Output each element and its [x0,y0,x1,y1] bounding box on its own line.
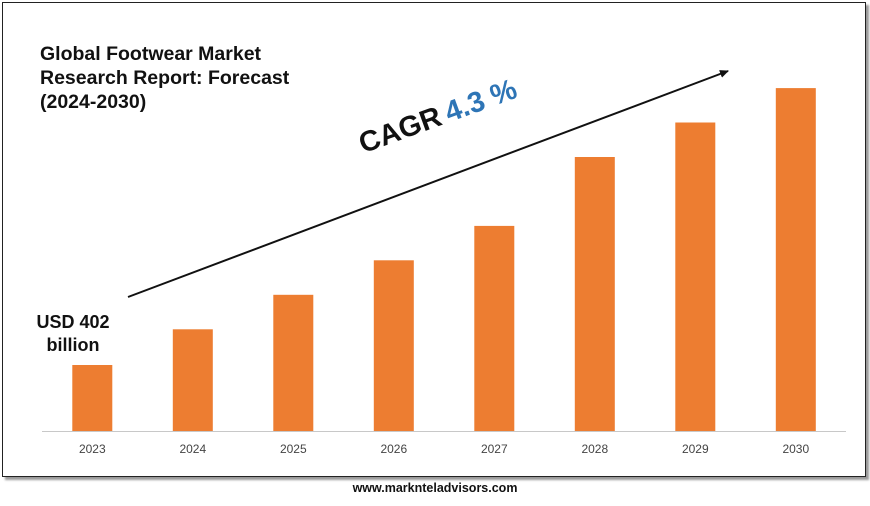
x-tick-label-2027: 2027 [481,442,508,456]
x-tick-label-2029: 2029 [682,442,709,456]
bar-2030 [775,88,816,431]
bar-2023 [72,365,113,431]
chart-frame [2,2,866,477]
x-tick-label-2026: 2026 [380,442,407,456]
x-tick-label-2030: 2030 [782,442,809,456]
x-tick-labels: 2023 2024 2025 2026 2027 2028 2029 2030 [79,442,810,456]
source-url: www.marknteladvisors.com [352,481,518,495]
title-line-1: Global Footwear Market [40,43,262,65]
x-tick-label-2025: 2025 [280,442,307,456]
start-value-line-2: billion [46,335,100,355]
chart-title: Global Footwear Market Research Report: … [40,42,330,114]
trend-arrow [127,70,729,298]
title-line-2: Research Report: Forecast [40,67,290,89]
start-value-line-1: USD 402 [36,312,110,332]
bar-2025 [273,294,314,431]
start-value-annotation: USD 402 billion [18,311,128,357]
bar-2024 [172,329,213,431]
bar-2029 [675,122,716,431]
title-line-3: (2024-2030) [40,91,147,113]
x-tick-label-2028: 2028 [581,442,608,456]
bar-2027 [474,225,515,431]
bar-2026 [373,260,414,431]
x-tick-label-2023: 2023 [79,442,106,456]
x-tick-label-2024: 2024 [179,442,206,456]
bar-2028 [574,157,615,431]
bars-group [72,88,816,431]
